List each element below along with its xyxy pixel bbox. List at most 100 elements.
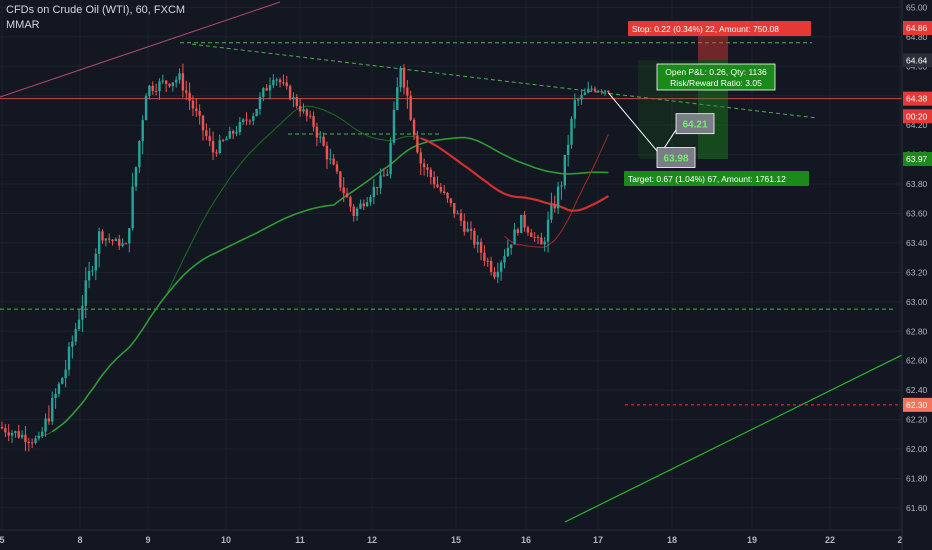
candle-body [503, 256, 506, 263]
candle-body [77, 319, 81, 330]
candle-body [489, 260, 493, 273]
candle-body [131, 186, 134, 229]
trendline-upper-pink[interactable] [0, 1, 281, 98]
candle-body [590, 88, 593, 90]
candle-body [238, 121, 242, 133]
projection-label: 64.21 [682, 120, 707, 131]
candle-body [499, 262, 503, 272]
x-tick-label: 16 [521, 535, 531, 545]
x-tick-label: 2 [897, 535, 902, 545]
candle-body [459, 213, 463, 221]
candle-body [603, 90, 607, 92]
candle-body [329, 158, 332, 160]
candle-body [469, 228, 473, 231]
candle-body [302, 109, 305, 112]
candle-body [148, 85, 151, 96]
x-tick-label: 9 [145, 535, 150, 545]
candle-body [164, 80, 168, 84]
candle-body [44, 418, 47, 432]
candle-body [392, 109, 396, 143]
x-tick-label: 17 [593, 535, 603, 545]
candle-body [389, 142, 392, 175]
candle-body [536, 236, 540, 238]
candle-body [104, 238, 108, 241]
candle-body [201, 115, 205, 131]
y-tick-label: 65.00 [906, 2, 928, 12]
candle-body [97, 231, 101, 254]
position-tool[interactable]: Stop: 0.22 (0.34%) 22, Amount: 750.08 Tar… [624, 21, 811, 186]
candle-body [510, 244, 513, 248]
candle-body [94, 253, 97, 271]
y-tick-label: 62.20 [906, 415, 928, 425]
candle-body [288, 86, 292, 100]
candle-body [24, 434, 27, 443]
candle-body [577, 99, 580, 101]
price-badge-label: 64.38 [906, 94, 928, 104]
y-tick-label: 64.20 [906, 120, 928, 130]
candle-body [178, 73, 181, 80]
candle-body [191, 100, 195, 109]
candle-body [396, 87, 399, 110]
pnl-box [656, 63, 776, 91]
candle-body [376, 186, 379, 189]
candle-body [7, 432, 10, 436]
candle-body [453, 203, 456, 214]
candle-body [362, 203, 365, 207]
candle-body [513, 229, 516, 245]
candle-body [325, 145, 329, 160]
candle-body [171, 82, 175, 87]
candle-body [530, 232, 533, 237]
candle-body [87, 270, 91, 281]
candle-body [17, 431, 20, 438]
candle-body [352, 206, 355, 217]
candle-body [61, 378, 64, 384]
price-badge [903, 53, 932, 68]
grid [0, 0, 902, 530]
candle-body [443, 191, 446, 193]
candle-body [520, 214, 523, 233]
candle-body [4, 428, 7, 433]
candle-body [369, 197, 372, 203]
candle-body [402, 67, 406, 88]
candle-body [41, 431, 44, 436]
candle-body [322, 136, 325, 146]
projection-label: 63.98 [663, 154, 688, 165]
indicator-label: MMAR [6, 19, 40, 31]
drawing-lines-front[interactable]: 64.21 63.98 [607, 92, 715, 168]
candle-body [449, 198, 453, 204]
candle-body [30, 442, 34, 444]
candle-body [118, 239, 121, 246]
ma-thick-red [420, 137, 609, 212]
candle-body [242, 119, 245, 122]
price-badge-label: 64.86 [906, 23, 928, 33]
price-badge [903, 91, 932, 106]
price-badge [903, 20, 932, 35]
candle-body [138, 141, 141, 168]
candle-body [483, 252, 486, 261]
candle-body [51, 398, 54, 422]
candle-body [456, 213, 459, 215]
candle-body [34, 438, 37, 443]
candle-body [121, 243, 124, 246]
candle-body [342, 187, 345, 194]
candle-body [319, 136, 322, 138]
candle-body [563, 154, 566, 186]
candle-body [0, 426, 4, 429]
candle-body [439, 186, 443, 192]
candle-body [292, 97, 295, 100]
candle-body [245, 119, 248, 121]
candle-body [265, 88, 268, 91]
candle-body [268, 85, 272, 91]
projection-box[interactable] [656, 147, 696, 168]
y-tick-label: 62.40 [906, 385, 928, 395]
price-badge [903, 152, 932, 166]
candle-body [432, 177, 436, 185]
candle-body [81, 305, 84, 320]
projection-box[interactable] [675, 113, 715, 135]
candle-body [506, 247, 510, 257]
candle-body [108, 238, 111, 240]
trendline-lower-green[interactable] [564, 354, 903, 523]
candle-body [37, 435, 41, 439]
candle-body [295, 97, 298, 106]
